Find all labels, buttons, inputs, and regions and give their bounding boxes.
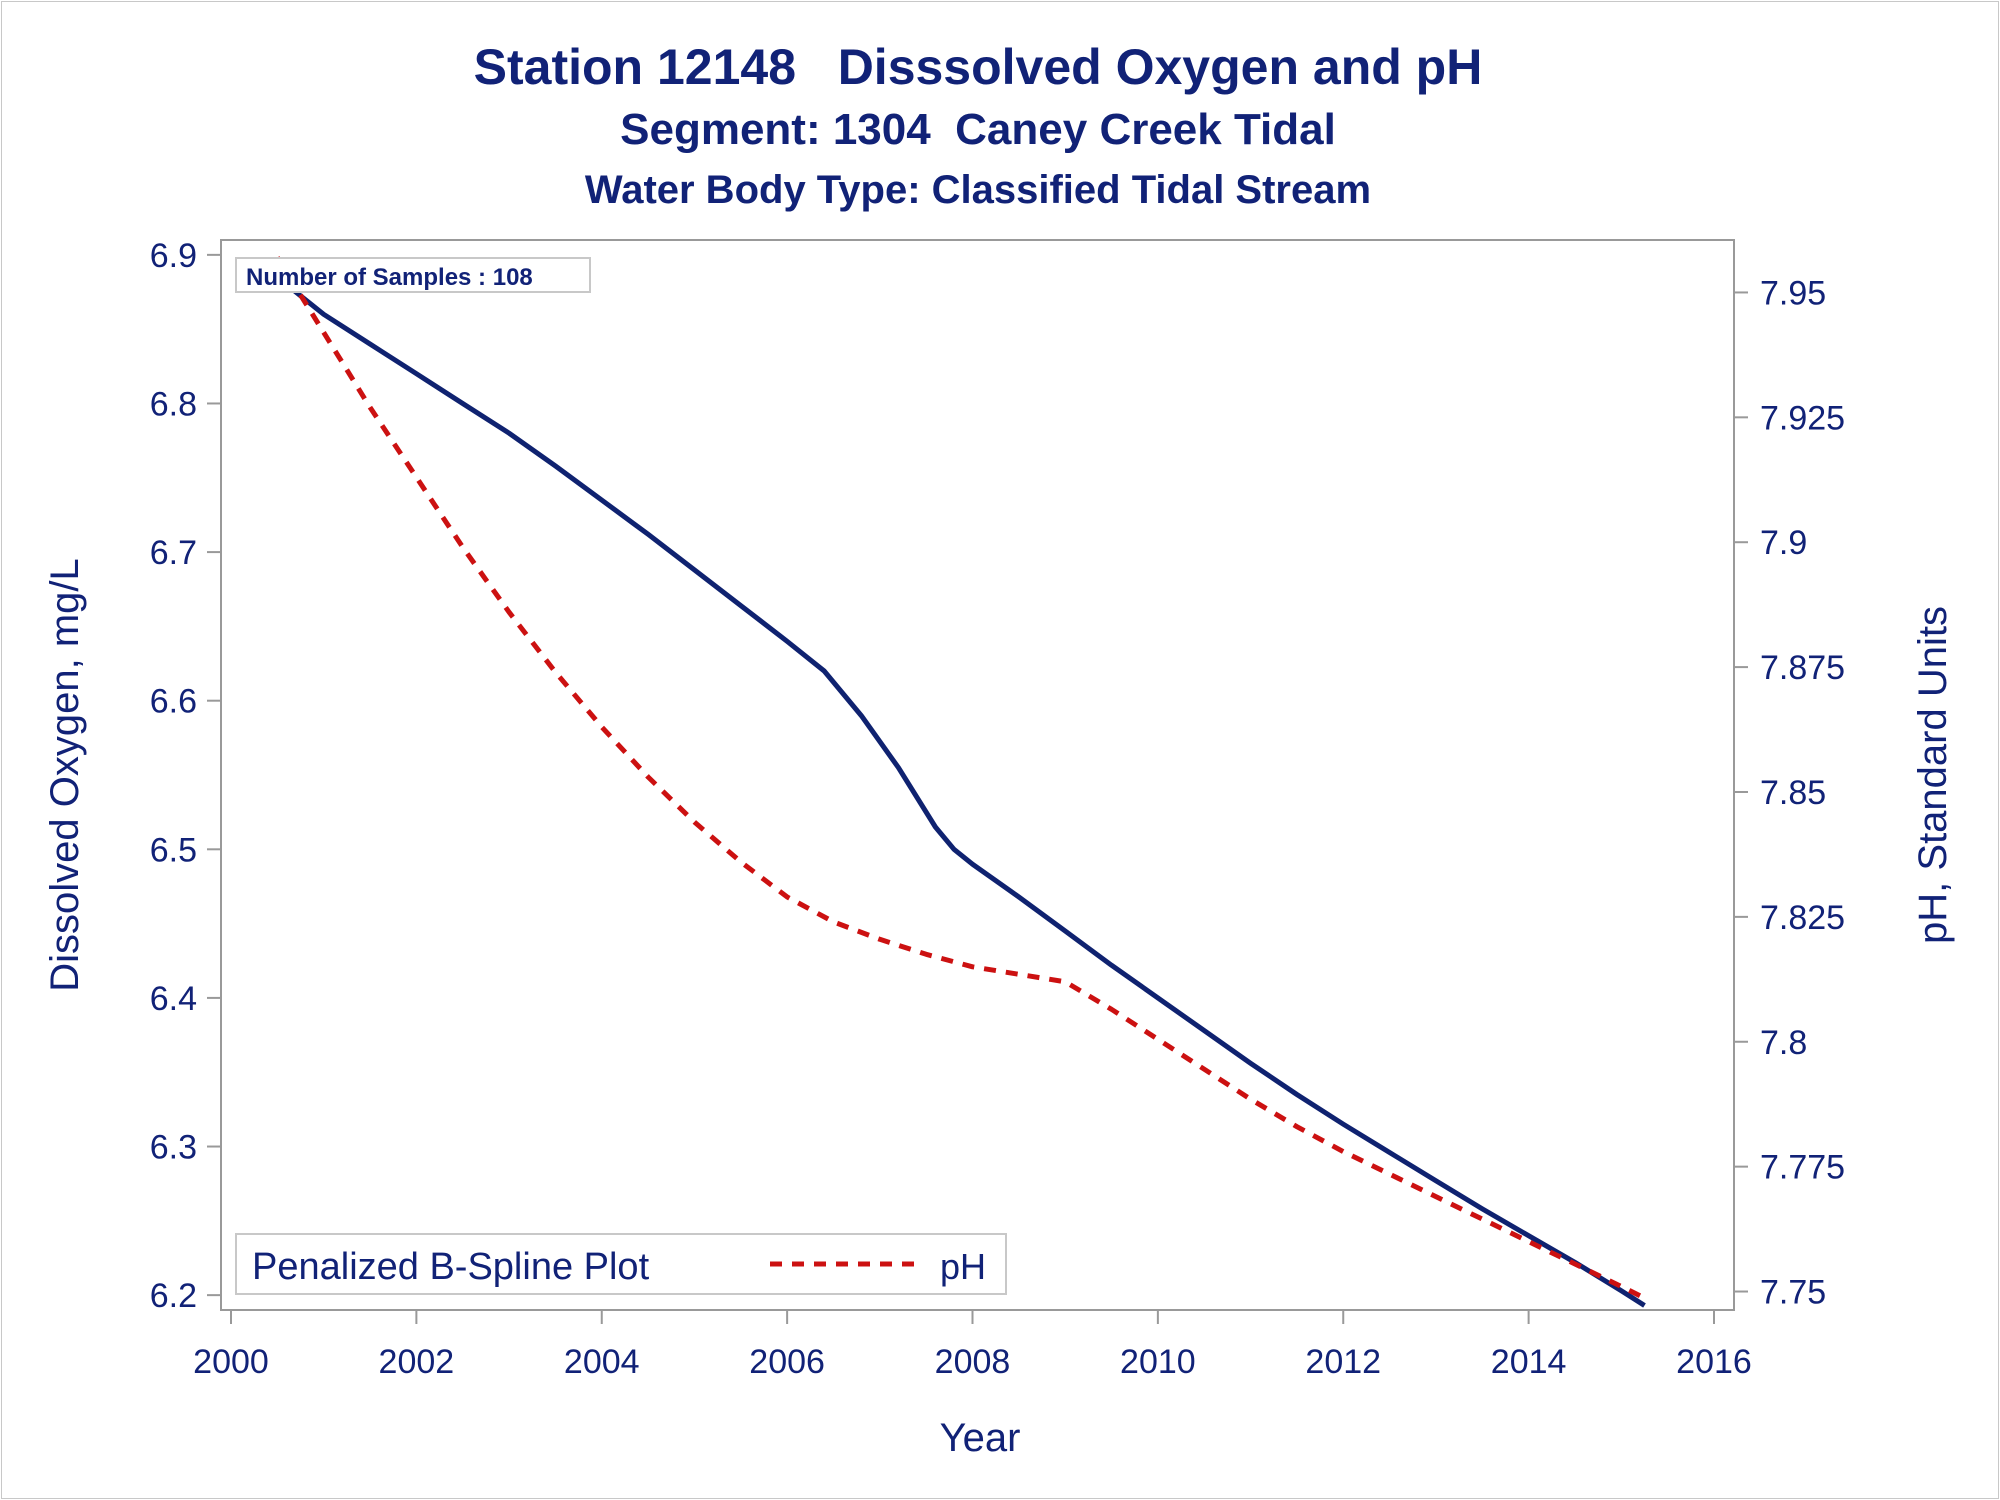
y-tick-label: 6.4 [150,980,197,1018]
x-tick-label: 2016 [1676,1343,1752,1381]
y-tick-label: 6.6 [150,683,197,721]
y2-tick-label: 7.95 [1760,274,1826,312]
legend-title: Penalized B-Spline Plot [252,1246,650,1288]
legend: Penalized B-Spline Plot pH [235,1233,1007,1295]
x-tick-label: 2010 [1120,1343,1196,1381]
x-axis-label: Year [940,1416,1021,1460]
x-tick-label: 2012 [1305,1343,1381,1381]
chart-subtitle-segment: Segment: 1304 Caney Creek Tidal [620,105,1336,154]
legend-box [235,1233,1007,1295]
x-axis: 2000 2002 2004 2006 2008 2010 2012 2014 2016 [193,1310,1752,1381]
y2-tick-label: 7.85 [1760,774,1826,812]
ph-series-line [275,256,1646,1301]
dissolved-oxygen-series-line [275,275,1646,1308]
x-tick-label: 2008 [935,1343,1011,1381]
y2-tick-label: 7.875 [1760,649,1845,687]
y2-axis-label: pH, Standard Units [1911,606,1955,944]
y2-tick-label: 7.9 [1760,524,1807,562]
y-tick-label: 6.2 [150,1277,197,1315]
y-axis-label: Dissolved Oxygen, mg/L [43,558,87,992]
plot-area-border [220,239,1735,1311]
series-lines [275,256,1646,1308]
y-tick-label: 6.9 [150,237,197,275]
y-tick-label: 6.8 [150,385,197,423]
chart-title: Station 12148 Disssolved Oxygen and pH [473,39,1483,95]
y-axis-right: 7.75 7.775 7.8 7.825 7.85 7.875 7.9 7.925 7.95 [1734,274,1845,1312]
legend-ph-label: pH [940,1246,986,1287]
x-tick-label: 2006 [749,1343,825,1381]
x-tick-label: 2002 [379,1343,455,1381]
y-tick-label: 6.5 [150,831,197,869]
y2-tick-label: 7.825 [1760,899,1845,937]
sample-count-text: Number of Samples : 108 [246,264,533,291]
y2-tick-label: 7.925 [1760,399,1845,437]
y-tick-label: 6.3 [150,1129,197,1167]
x-tick-label: 2000 [193,1343,269,1381]
chart-subtitle-water-body: Water Body Type: Classified Tidal Stream [584,168,1372,212]
y2-tick-label: 7.775 [1760,1149,1845,1187]
sample-count-box [235,257,591,293]
x-tick-label: 2004 [564,1343,640,1381]
y2-tick-label: 7.75 [1760,1274,1826,1312]
sample-count-annotation: Number of Samples : 108 [235,257,591,293]
y2-tick-label: 7.8 [1760,1024,1807,1062]
x-tick-label: 2014 [1491,1343,1567,1381]
y-axis-left: 6.2 6.3 6.4 6.5 6.6 6.7 6.8 6.9 [150,237,221,1315]
y-tick-label: 6.7 [150,534,197,572]
